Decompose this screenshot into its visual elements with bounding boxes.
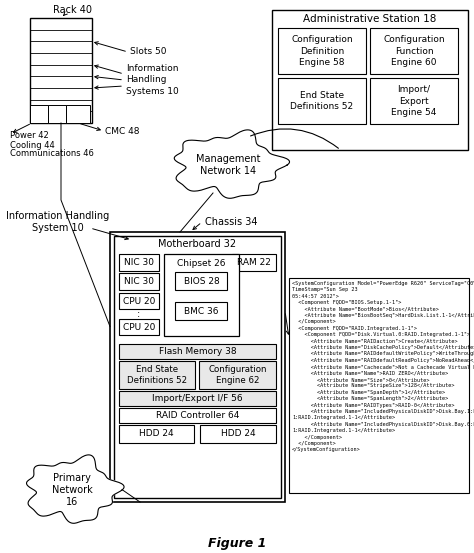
Bar	[201, 425, 276, 443]
Polygon shape	[27, 455, 124, 523]
Bar	[30, 18, 92, 123]
Text: :: :	[137, 309, 141, 319]
Bar	[272, 10, 468, 150]
Bar	[119, 273, 159, 290]
Text: NIC 30: NIC 30	[124, 277, 154, 286]
Bar	[164, 254, 239, 336]
Bar	[370, 28, 458, 74]
Text: Communications 46: Communications 46	[10, 149, 94, 159]
Text: Chassis 34: Chassis 34	[205, 217, 257, 227]
Text: Flash Memory 38: Flash Memory 38	[159, 347, 237, 356]
Bar	[119, 408, 276, 423]
Bar	[200, 361, 276, 389]
Bar	[119, 319, 159, 335]
Bar	[119, 391, 276, 406]
Bar	[114, 236, 281, 498]
Text: HDD 24: HDD 24	[139, 430, 174, 439]
Text: Slots 50: Slots 50	[130, 48, 166, 56]
Text: Administrative Station 18: Administrative Station 18	[303, 14, 437, 24]
Bar	[119, 361, 195, 389]
Bar	[119, 425, 194, 443]
Bar	[278, 28, 366, 74]
Bar	[175, 272, 228, 290]
Text: Information
Handling
Systems 10: Information Handling Systems 10	[126, 64, 179, 96]
Bar	[119, 254, 159, 271]
Text: <SystemConfiguration Model="PowerEdge R620" ServiceTag="C0V87R1">
TimeStamp="Sun: <SystemConfiguration Model="PowerEdge R6…	[292, 281, 474, 452]
Text: End State
Definitions 52: End State Definitions 52	[291, 91, 354, 111]
Polygon shape	[174, 130, 290, 199]
Bar	[66, 105, 90, 123]
Bar	[289, 278, 469, 493]
Text: Configuration
Definition
Engine 58: Configuration Definition Engine 58	[291, 35, 353, 66]
Text: Figure 1: Figure 1	[208, 536, 266, 550]
Bar	[175, 302, 228, 320]
Bar	[119, 293, 159, 309]
Text: CPU 20: CPU 20	[123, 322, 155, 331]
Bar	[278, 78, 366, 124]
Text: Information Handling
System 10: Information Handling System 10	[6, 211, 109, 233]
Text: Configuration
Engine 62: Configuration Engine 62	[209, 365, 267, 385]
Text: Rack 40: Rack 40	[54, 5, 92, 15]
Text: Motherboard 32: Motherboard 32	[158, 239, 237, 249]
Text: Power 42: Power 42	[10, 132, 49, 140]
Bar	[48, 105, 66, 123]
Text: CPU 20: CPU 20	[123, 296, 155, 305]
Text: BIOS 28: BIOS 28	[183, 276, 219, 285]
Text: HDD 24: HDD 24	[221, 430, 255, 439]
Bar	[119, 344, 276, 359]
Text: End State
Definitions 52: End State Definitions 52	[127, 365, 187, 385]
Bar	[30, 105, 48, 123]
Bar	[370, 78, 458, 124]
Bar	[232, 254, 276, 271]
Text: Import/
Export
Engine 54: Import/ Export Engine 54	[392, 85, 437, 117]
Text: Primary
Network
16: Primary Network 16	[52, 473, 92, 508]
Text: RAM 22: RAM 22	[237, 258, 271, 267]
Bar	[110, 232, 285, 502]
Text: Management
Network 14: Management Network 14	[196, 154, 260, 176]
Text: NIC 30: NIC 30	[124, 258, 154, 267]
Text: RAID Controller 64: RAID Controller 64	[156, 411, 239, 420]
Text: Cooling 44: Cooling 44	[10, 140, 55, 149]
Text: Import/Export I/F 56: Import/Export I/F 56	[152, 394, 243, 403]
Text: BMC 36: BMC 36	[184, 306, 219, 316]
Text: CMC 48: CMC 48	[105, 128, 139, 137]
Text: Chipset 26: Chipset 26	[177, 258, 226, 268]
Text: Configuration
Function
Engine 60: Configuration Function Engine 60	[383, 35, 445, 66]
